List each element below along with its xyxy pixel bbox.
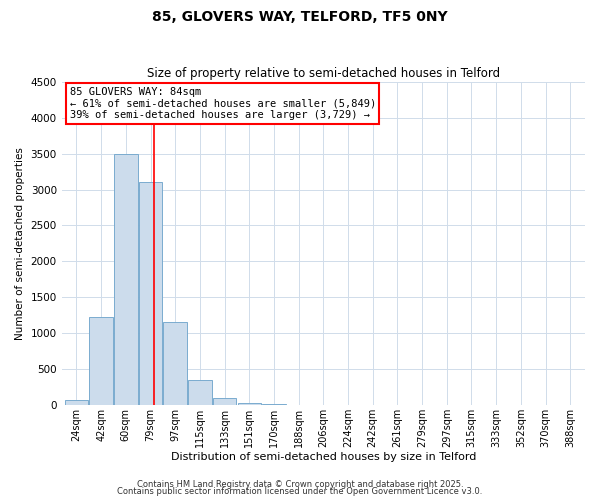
- Title: Size of property relative to semi-detached houses in Telford: Size of property relative to semi-detach…: [147, 66, 500, 80]
- X-axis label: Distribution of semi-detached houses by size in Telford: Distribution of semi-detached houses by …: [170, 452, 476, 462]
- Bar: [114, 154, 137, 405]
- Text: Contains public sector information licensed under the Open Government Licence v3: Contains public sector information licen…: [118, 487, 482, 496]
- Bar: [65, 400, 88, 405]
- Bar: [139, 182, 162, 405]
- Bar: [188, 380, 212, 405]
- Bar: [238, 402, 261, 405]
- Text: 85, GLOVERS WAY, TELFORD, TF5 0NY: 85, GLOVERS WAY, TELFORD, TF5 0NY: [152, 10, 448, 24]
- Text: 85 GLOVERS WAY: 84sqm
← 61% of semi-detached houses are smaller (5,849)
39% of s: 85 GLOVERS WAY: 84sqm ← 61% of semi-deta…: [70, 87, 376, 120]
- Bar: [163, 322, 187, 405]
- Bar: [213, 398, 236, 405]
- Y-axis label: Number of semi-detached properties: Number of semi-detached properties: [15, 147, 25, 340]
- Text: Contains HM Land Registry data © Crown copyright and database right 2025.: Contains HM Land Registry data © Crown c…: [137, 480, 463, 489]
- Bar: [89, 318, 113, 405]
